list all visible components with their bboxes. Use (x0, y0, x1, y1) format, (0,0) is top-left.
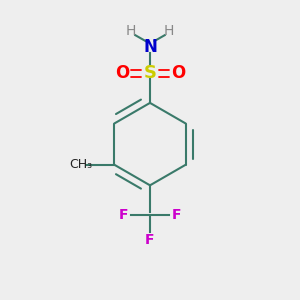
Text: CH₃: CH₃ (69, 158, 92, 171)
Text: N: N (143, 38, 157, 56)
Text: H: H (164, 24, 174, 38)
Text: F: F (119, 208, 128, 222)
Text: O: O (115, 64, 129, 82)
Text: H: H (126, 24, 136, 38)
Text: O: O (171, 64, 185, 82)
Text: S: S (143, 64, 157, 82)
Text: F: F (172, 208, 181, 222)
Text: F: F (145, 233, 155, 247)
